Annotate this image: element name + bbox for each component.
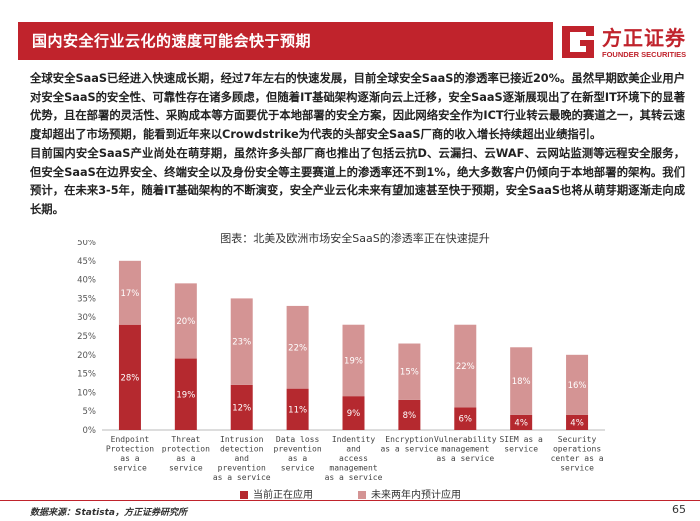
data-label-future: 20%: [176, 317, 195, 327]
x-tick-label: Protection: [106, 445, 154, 454]
x-tick-label: as a service: [380, 445, 438, 454]
bar-future: [342, 324, 365, 397]
y-tick-label: 45%: [77, 257, 96, 267]
penetration-bar-chart: 0% 5% 10% 15% 20% 25% 30% 35% 40% 45% 50% 28% 17% End…: [77, 240, 605, 482]
y-tick-label: 30%: [77, 313, 96, 323]
bar-future: [230, 298, 253, 385]
page-title: 国内安全行业云化的速度可能会快于预期: [18, 22, 553, 60]
bar-future: [398, 343, 421, 400]
company-logo: 方正证券 FOUNDER SECURITIES: [560, 14, 690, 70]
data-label-current: 11%: [288, 405, 307, 415]
data-label-current: 6%: [459, 415, 473, 425]
legend-swatch-current: [240, 491, 248, 499]
data-label-current: 9%: [347, 409, 361, 419]
x-tick-label: Security: [558, 435, 597, 444]
x-tick-label: management: [441, 445, 489, 454]
founder-logo-icon: [562, 26, 594, 58]
legend-item-future: 未来两年内预计应用: [358, 486, 461, 501]
legend-swatch-future: [358, 491, 366, 499]
x-tick-label: as a service: [325, 473, 383, 482]
x-tick-label: operations: [553, 445, 601, 454]
x-tick-label: Indentity: [332, 435, 376, 444]
x-tick-label: service: [560, 464, 594, 473]
x-tick-label: Vulnerability: [434, 435, 497, 444]
bar-current: [510, 414, 533, 430]
bar-future: [454, 324, 477, 408]
y-tick-label: 25%: [77, 332, 96, 342]
bar-current: [230, 384, 253, 430]
logo-name-cn: 方正证券: [602, 26, 686, 50]
x-tick-label: service: [169, 464, 203, 473]
data-label-future: 19%: [344, 356, 363, 366]
bar-current: [566, 414, 589, 430]
data-label-current: 4%: [514, 418, 528, 428]
bar-future: [510, 347, 533, 415]
x-tick-label: as a service: [436, 454, 494, 463]
x-tick-label: Endpoint: [111, 435, 150, 444]
y-tick-label: 20%: [77, 351, 96, 361]
x-tick-label: access: [339, 454, 368, 463]
x-tick-label: management: [329, 464, 377, 473]
data-label-future: 15%: [400, 368, 419, 378]
y-tick-label: 40%: [77, 276, 96, 286]
legend-label-current: 当前正在应用: [253, 490, 313, 501]
x-tick-label: service: [113, 464, 147, 473]
data-label-future: 23%: [232, 338, 251, 348]
data-source: 数据来源：Statista，方正证券研究所: [30, 508, 187, 518]
x-tick-label: as a service: [213, 473, 271, 482]
x-tick-label: and: [346, 445, 361, 454]
body-text: 全球安全SaaS已经进入快速成长期，经过7年左右的快速发展，目前全球安全SaaS…: [30, 70, 685, 220]
y-tick-label: 0%: [83, 426, 97, 436]
x-tick-label: detection: [220, 445, 264, 454]
paragraph-global: 全球安全SaaS已经进入快速成长期，经过7年左右的快速发展，目前全球安全SaaS…: [30, 72, 685, 142]
chart-title: 图表：北美及欧洲市场安全SaaS的渗透率正在快速提升: [220, 232, 490, 245]
bar-current: [398, 399, 421, 430]
data-label-future: 18%: [512, 377, 531, 387]
bar-future: [174, 283, 197, 359]
x-tick-label: Encryption: [385, 435, 433, 444]
x-tick-label: center as a: [551, 454, 604, 463]
bar-future: [286, 305, 309, 389]
logo-name-en: FOUNDER SECURITIES: [602, 50, 687, 59]
data-label-current: 8%: [403, 411, 417, 421]
x-tick-label: as a: [120, 454, 139, 463]
x-tick-label: protection: [162, 445, 210, 454]
bar-current: [118, 324, 141, 430]
data-label-current: 12%: [232, 403, 251, 413]
x-tick-label: prevention: [274, 445, 322, 454]
bar-future: [566, 354, 589, 415]
data-label-future: 17%: [120, 289, 139, 299]
x-tick-label: and: [234, 454, 249, 463]
legend-label-future: 未来两年内预计应用: [371, 490, 461, 501]
page-number: 65: [672, 503, 686, 516]
data-label-future: 16%: [568, 381, 587, 391]
y-tick-label: 50%: [77, 240, 96, 248]
data-label-future: 22%: [288, 343, 307, 353]
x-tick-label: as a: [288, 454, 307, 463]
data-label-current: 28%: [120, 373, 139, 383]
bar-current: [286, 388, 309, 430]
x-tick-label: Intrusion: [220, 435, 264, 444]
y-tick-label: 35%: [77, 294, 96, 304]
footer-divider: [0, 500, 700, 501]
x-tick-label: as a: [176, 454, 195, 463]
y-tick-label: 15%: [77, 370, 96, 380]
y-tick-label: 5%: [83, 407, 97, 417]
legend-item-current: 当前正在应用: [240, 486, 313, 501]
x-tick-label: Threat: [171, 435, 200, 444]
bar-current: [454, 407, 477, 430]
data-label-current: 19%: [176, 390, 195, 400]
bar-future: [118, 260, 141, 325]
x-tick-label: prevention: [218, 464, 266, 473]
x-tick-label: Data loss: [276, 435, 320, 444]
x-tick-label: SIEM as a: [499, 435, 543, 444]
data-label-current: 4%: [570, 418, 584, 428]
x-tick-label: service: [504, 445, 538, 454]
data-label-future: 22%: [456, 362, 475, 372]
bar-current: [342, 396, 365, 430]
x-tick-label: service: [281, 464, 315, 473]
y-tick-label: 10%: [77, 388, 96, 398]
bar-current: [174, 358, 197, 430]
paragraph-domestic: 目前国内安全SaaS产业尚处在萌芽期，虽然许多头部厂商也推出了包括云抗D、云漏扫…: [30, 146, 685, 216]
